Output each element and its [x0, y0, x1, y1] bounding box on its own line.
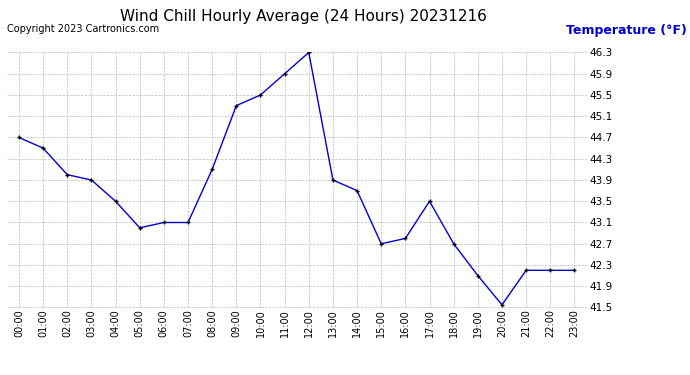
Text: Wind Chill Hourly Average (24 Hours) 20231216: Wind Chill Hourly Average (24 Hours) 202…	[120, 9, 487, 24]
Text: Copyright 2023 Cartronics.com: Copyright 2023 Cartronics.com	[7, 24, 159, 34]
Text: Temperature (°F): Temperature (°F)	[566, 24, 687, 38]
